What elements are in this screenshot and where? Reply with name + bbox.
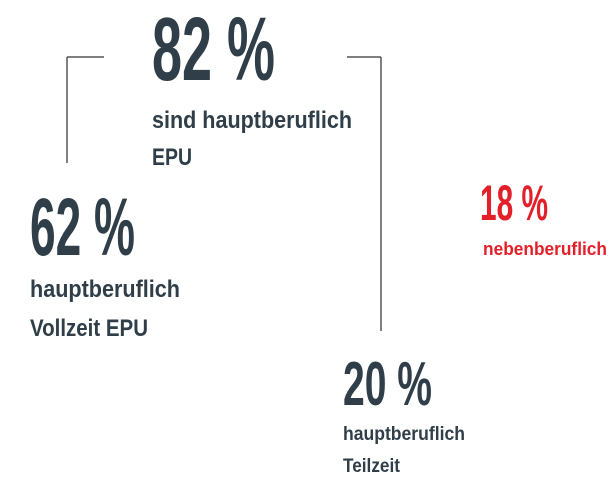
label: hauptberuflich [30, 276, 180, 303]
big-value: 18 % [480, 175, 548, 231]
label: hauptberuflich [343, 424, 465, 445]
label: sind hauptberuflich [152, 107, 352, 134]
label: Vollzeit EPU [30, 315, 148, 342]
label: nebenberuflich [483, 239, 607, 259]
big-value: 62 % [30, 182, 135, 273]
big-value: 82 % [152, 0, 275, 100]
label: Teilzeit [343, 456, 401, 477]
big-value: 20 % [343, 350, 432, 419]
label: EPU [152, 144, 192, 171]
